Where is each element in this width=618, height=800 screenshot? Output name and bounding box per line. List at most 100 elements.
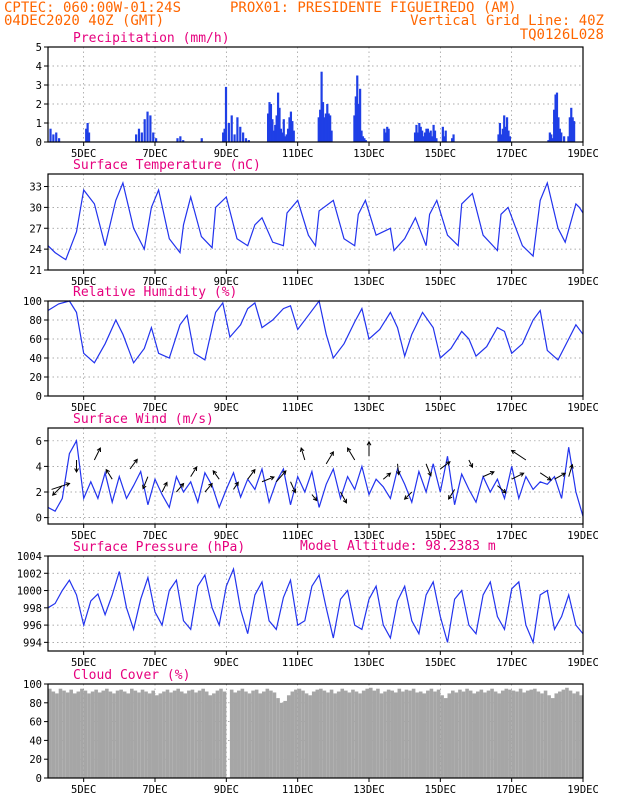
data-bar — [62, 690, 66, 778]
data-bar — [573, 121, 576, 142]
x-tick-label: 15DEC — [425, 657, 457, 669]
data-bar — [443, 698, 448, 778]
data-bar — [326, 104, 329, 142]
data-bar — [425, 128, 428, 142]
wind-arrow — [366, 440, 372, 457]
data-bar — [522, 692, 526, 778]
panel-frame — [47, 555, 584, 652]
data-bar — [444, 130, 447, 142]
data-bar — [58, 688, 63, 778]
panel-frame — [47, 683, 584, 779]
x-tick-label: 7DEC — [142, 784, 167, 796]
x-tick-label: 5DEC — [71, 402, 96, 414]
y-tick-label: 80 — [29, 315, 42, 327]
data-bar — [140, 132, 143, 142]
y-tick-label: 1004 — [17, 551, 42, 563]
wind-arrow — [190, 466, 198, 477]
data-bar — [244, 691, 248, 778]
data-bar — [561, 689, 566, 778]
data-bar — [324, 113, 327, 142]
data-bar — [503, 115, 506, 142]
data-bar — [529, 689, 534, 778]
data-bar — [354, 96, 357, 142]
y-tick-label: 27 — [29, 223, 42, 235]
data-bar — [479, 689, 484, 778]
x-tick-label: 13DEC — [353, 530, 385, 542]
panel-title: Cloud Cover (%) — [73, 668, 190, 683]
y-tick-label: 998 — [23, 603, 42, 615]
data-bar — [500, 134, 503, 142]
data-bar — [533, 688, 537, 778]
data-bar — [105, 688, 109, 778]
wind-arrow — [142, 476, 149, 490]
x-tick-label: 7DEC — [142, 657, 167, 669]
data-bar — [554, 94, 557, 142]
header-grid-note: Vertical Grid Line: 40Z — [410, 13, 604, 29]
wind-arrow — [51, 482, 71, 490]
data-bar — [565, 687, 569, 778]
data-bar — [317, 117, 320, 142]
data-bar — [547, 695, 551, 778]
panel-precipitation: Precipitation (mm/h) 5DEC 7DEC 9DEC 11DEC 13D… — [36, 31, 599, 160]
x-tick-label: 13DEC — [353, 148, 385, 160]
data-bar — [197, 690, 202, 778]
data-bar — [518, 688, 523, 778]
data-bar — [419, 126, 422, 142]
data-bar — [351, 689, 355, 778]
data-bar — [152, 132, 155, 142]
data-bar — [162, 691, 166, 778]
data-bar — [468, 690, 473, 778]
data-bar — [272, 692, 277, 778]
data-bar — [511, 690, 516, 778]
wind-arrow — [105, 468, 113, 480]
panel-title: Relative Humidity (%) — [73, 285, 237, 300]
wind-arrow — [74, 460, 79, 474]
data-bar — [266, 113, 270, 142]
data-bar — [555, 92, 559, 142]
y-tick-label: 24 — [29, 244, 42, 256]
data-bar — [242, 132, 245, 142]
panel-frame — [47, 427, 584, 525]
data-bar — [176, 688, 180, 778]
data-bar — [490, 688, 494, 778]
data-bar — [165, 689, 170, 778]
wind-arrow — [497, 485, 507, 494]
data-bar — [233, 692, 238, 778]
data-bar — [90, 691, 95, 778]
data-bar — [319, 109, 322, 142]
data-bar — [130, 688, 134, 778]
data-bar — [223, 128, 226, 142]
x-tick-label: 17DEC — [496, 148, 528, 160]
data-bar — [465, 688, 469, 778]
y-tick-label: 60 — [29, 717, 42, 729]
data-bar — [291, 121, 294, 142]
data-bar — [536, 691, 541, 778]
data-bar — [276, 92, 280, 142]
data-bar — [435, 138, 438, 142]
data-bar — [76, 691, 81, 778]
data-bar — [323, 117, 326, 142]
data-bar — [57, 138, 61, 142]
y-tick-label: 1000 — [17, 586, 42, 598]
wind-arrow — [129, 458, 138, 470]
data-bar — [151, 690, 155, 778]
panel-humidity: Relative Humidity (%) 5DEC 7DEC 9DEC 11DEC 13… — [23, 285, 599, 414]
data-bar — [486, 690, 491, 778]
y-tick-label: 2 — [36, 99, 42, 111]
data-bar — [301, 690, 305, 778]
data-bar — [208, 695, 213, 778]
x-tick-label: 17DEC — [496, 530, 528, 542]
header-station: PROX01: PRESIDENTE FIGUEIREDO (AM) — [230, 0, 517, 16]
panel-title: Surface Wind (m/s) — [73, 412, 214, 427]
data-bar — [505, 117, 509, 142]
data-bar — [411, 688, 416, 778]
data-bar — [353, 115, 356, 142]
x-tick-label: 9DEC — [214, 402, 239, 414]
data-bar — [87, 693, 91, 778]
data-bar — [319, 688, 323, 778]
data-bar — [404, 689, 409, 778]
data-bar — [137, 128, 141, 142]
y-tick-label: 5 — [36, 42, 42, 54]
data-bar — [279, 702, 284, 778]
data-bar — [347, 692, 352, 778]
